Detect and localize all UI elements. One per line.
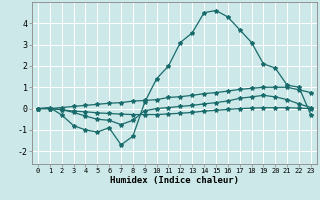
X-axis label: Humidex (Indice chaleur): Humidex (Indice chaleur) bbox=[110, 176, 239, 185]
